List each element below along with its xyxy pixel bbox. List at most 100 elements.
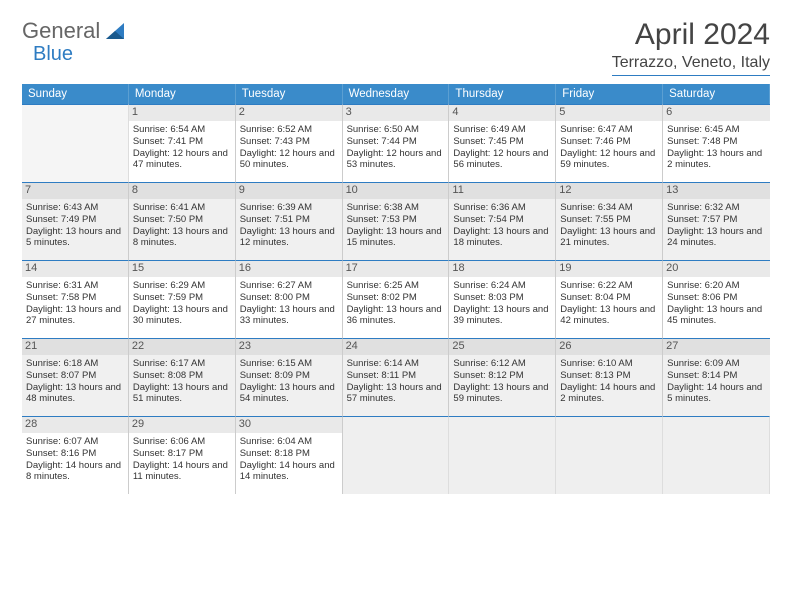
day-info: Sunrise: 6:49 AMSunset: 7:45 PMDaylight:… [453, 124, 551, 172]
trailing-cell [449, 416, 556, 494]
day-cell-7: 7 Sunrise: 6:43 AMSunset: 7:49 PMDaylight… [22, 182, 129, 260]
day-number: 7 [22, 183, 128, 199]
day-number: 10 [343, 183, 449, 199]
day-header-tuesday: Tuesday [236, 84, 343, 104]
day-cell-2: 2 Sunrise: 6:52 AMSunset: 7:43 PMDaylight… [236, 104, 343, 182]
day-info: Sunrise: 6:14 AMSunset: 8:11 PMDaylight:… [347, 358, 445, 406]
trailing-cell [343, 416, 450, 494]
day-number: 29 [129, 417, 235, 433]
day-cell-5: 5 Sunrise: 6:47 AMSunset: 7:46 PMDaylight… [556, 104, 663, 182]
month-title: April 2024 [612, 18, 770, 52]
day-number: 14 [22, 261, 128, 277]
day-cell-19: 19 Sunrise: 6:22 AMSunset: 8:04 PMDayligh… [556, 260, 663, 338]
day-cell-29: 29 Sunrise: 6:06 AMSunset: 8:17 PMDayligh… [129, 416, 236, 494]
trailing-cell [556, 416, 663, 494]
day-cell-17: 17 Sunrise: 6:25 AMSunset: 8:02 PMDayligh… [343, 260, 450, 338]
day-cell-16: 16Sunrise: 6:27 AMSunset: 8:00 PMDayligh… [236, 260, 343, 338]
day-number: 12 [556, 183, 662, 199]
day-number: 3 [343, 105, 449, 121]
day-number: 13 [663, 183, 770, 199]
day-cell-4: 4 Sunrise: 6:49 AMSunset: 7:45 PMDaylight… [449, 104, 556, 182]
day-info: Sunrise: 6:20 AMSunset: 8:06 PMDaylight:… [667, 280, 766, 328]
day-info: Sunrise: 6:17 AMSunset: 8:08 PMDaylight:… [133, 358, 231, 406]
day-header-saturday: Saturday [663, 84, 770, 104]
logo-sail-icon [104, 21, 126, 41]
day-number: 9 [236, 183, 342, 199]
day-cell-14: 14 Sunrise: 6:31 AMSunset: 7:58 PMDayligh… [22, 260, 129, 338]
day-cell-23: 23 Sunrise: 6:15 AMSunset: 8:09 PMDayligh… [236, 338, 343, 416]
day-cell-8: 8 Sunrise: 6:41 AMSunset: 7:50 PMDaylight… [129, 182, 236, 260]
location-label: Terrazzo, Veneto, Italy [612, 54, 770, 76]
logo-text-1: General [22, 18, 100, 44]
day-info: Sunrise: 6:34 AMSunset: 7:55 PMDaylight:… [560, 202, 658, 250]
day-cell-20: 20Sunrise: 6:20 AMSunset: 8:06 PMDayligh… [663, 260, 770, 338]
day-cell-26: 26 Sunrise: 6:10 AMSunset: 8:13 PMDayligh… [556, 338, 663, 416]
day-info: Sunrise: 6:45 AMSunset: 7:48 PMDaylight:… [667, 124, 766, 172]
day-info: Sunrise: 6:09 AMSunset: 8:14 PMDaylight:… [667, 358, 766, 406]
day-cell-9: 9 Sunrise: 6:39 AMSunset: 7:51 PMDaylight… [236, 182, 343, 260]
day-info: Sunrise: 6:31 AMSunset: 7:58 PMDaylight:… [26, 280, 124, 328]
day-info: Sunrise: 6:07 AMSunset: 8:16 PMDaylight:… [26, 436, 124, 484]
day-number: 26 [556, 339, 662, 355]
day-info: Sunrise: 6:25 AMSunset: 8:02 PMDaylight:… [347, 280, 445, 328]
calendar-grid: SundayMondayTuesdayWednesdayThursdayFrid… [22, 84, 770, 494]
day-number: 8 [129, 183, 235, 199]
day-number: 6 [663, 105, 770, 121]
day-number: 5 [556, 105, 662, 121]
day-cell-6: 6 Sunrise: 6:45 AMSunset: 7:48 PMDaylight… [663, 104, 770, 182]
day-cell-10: 10Sunrise: 6:38 AMSunset: 7:53 PMDayligh… [343, 182, 450, 260]
day-number: 22 [129, 339, 235, 355]
trailing-cell [663, 416, 770, 494]
day-number: 11 [449, 183, 555, 199]
day-header-sunday: Sunday [22, 84, 129, 104]
day-number: 23 [236, 339, 342, 355]
day-info: Sunrise: 6:29 AMSunset: 7:59 PMDaylight:… [133, 280, 231, 328]
day-number: 2 [236, 105, 342, 121]
day-info: Sunrise: 6:39 AMSunset: 7:51 PMDaylight:… [240, 202, 338, 250]
day-info: Sunrise: 6:27 AMSunset: 8:00 PMDaylight:… [240, 280, 338, 328]
day-number: 17 [343, 261, 449, 277]
day-header-monday: Monday [129, 84, 236, 104]
day-cell-15: 15Sunrise: 6:29 AMSunset: 7:59 PMDayligh… [129, 260, 236, 338]
day-info: Sunrise: 6:06 AMSunset: 8:17 PMDaylight:… [133, 436, 231, 484]
day-header-thursday: Thursday [449, 84, 556, 104]
title-block: April 2024 Terrazzo, Veneto, Italy [612, 18, 770, 76]
day-info: Sunrise: 6:50 AMSunset: 7:44 PMDaylight:… [347, 124, 445, 172]
day-info: Sunrise: 6:18 AMSunset: 8:07 PMDaylight:… [26, 358, 124, 406]
day-cell-24: 24Sunrise: 6:14 AMSunset: 8:11 PMDayligh… [343, 338, 450, 416]
day-info: Sunrise: 6:15 AMSunset: 8:09 PMDaylight:… [240, 358, 338, 406]
day-number: 18 [449, 261, 555, 277]
day-number: 19 [556, 261, 662, 277]
day-info: Sunrise: 6:47 AMSunset: 7:46 PMDaylight:… [560, 124, 658, 172]
day-cell-21: 21 Sunrise: 6:18 AMSunset: 8:07 PMDayligh… [22, 338, 129, 416]
day-cell-28: 28 Sunrise: 6:07 AMSunset: 8:16 PMDayligh… [22, 416, 129, 494]
day-cell-11: 11 Sunrise: 6:36 AMSunset: 7:54 PMDayligh… [449, 182, 556, 260]
day-cell-27: 27 Sunrise: 6:09 AMSunset: 8:14 PMDayligh… [663, 338, 770, 416]
day-cell-12: 12 Sunrise: 6:34 AMSunset: 7:55 PMDayligh… [556, 182, 663, 260]
day-number: 27 [663, 339, 770, 355]
day-number: 25 [449, 339, 555, 355]
day-number: 21 [22, 339, 128, 355]
day-info: Sunrise: 6:52 AMSunset: 7:43 PMDaylight:… [240, 124, 338, 172]
day-cell-3: 3 Sunrise: 6:50 AMSunset: 7:44 PMDaylight… [343, 104, 450, 182]
day-number: 4 [449, 105, 555, 121]
day-cell-1: 1Sunrise: 6:54 AMSunset: 7:41 PMDaylight… [129, 104, 236, 182]
day-cell-30: 30Sunrise: 6:04 AMSunset: 8:18 PMDayligh… [236, 416, 343, 494]
day-info: Sunrise: 6:32 AMSunset: 7:57 PMDaylight:… [667, 202, 766, 250]
page-header: General April 2024 Terrazzo, Veneto, Ita… [22, 18, 770, 76]
day-header-wednesday: Wednesday [343, 84, 450, 104]
day-info: Sunrise: 6:12 AMSunset: 8:12 PMDaylight:… [453, 358, 551, 406]
day-info: Sunrise: 6:54 AMSunset: 7:41 PMDaylight:… [133, 124, 231, 172]
day-info: Sunrise: 6:36 AMSunset: 7:54 PMDaylight:… [453, 202, 551, 250]
day-info: Sunrise: 6:43 AMSunset: 7:49 PMDaylight:… [26, 202, 124, 250]
logo-text-2: Blue [33, 43, 73, 66]
day-info: Sunrise: 6:10 AMSunset: 8:13 PMDaylight:… [560, 358, 658, 406]
day-info: Sunrise: 6:22 AMSunset: 8:04 PMDaylight:… [560, 280, 658, 328]
day-cell-25: 25 Sunrise: 6:12 AMSunset: 8:12 PMDayligh… [449, 338, 556, 416]
day-number: 30 [236, 417, 342, 433]
logo: General [22, 18, 126, 44]
day-number: 28 [22, 417, 128, 433]
day-info: Sunrise: 6:41 AMSunset: 7:50 PMDaylight:… [133, 202, 231, 250]
day-cell-13: 13 Sunrise: 6:32 AMSunset: 7:57 PMDayligh… [663, 182, 770, 260]
day-info: Sunrise: 6:24 AMSunset: 8:03 PMDaylight:… [453, 280, 551, 328]
